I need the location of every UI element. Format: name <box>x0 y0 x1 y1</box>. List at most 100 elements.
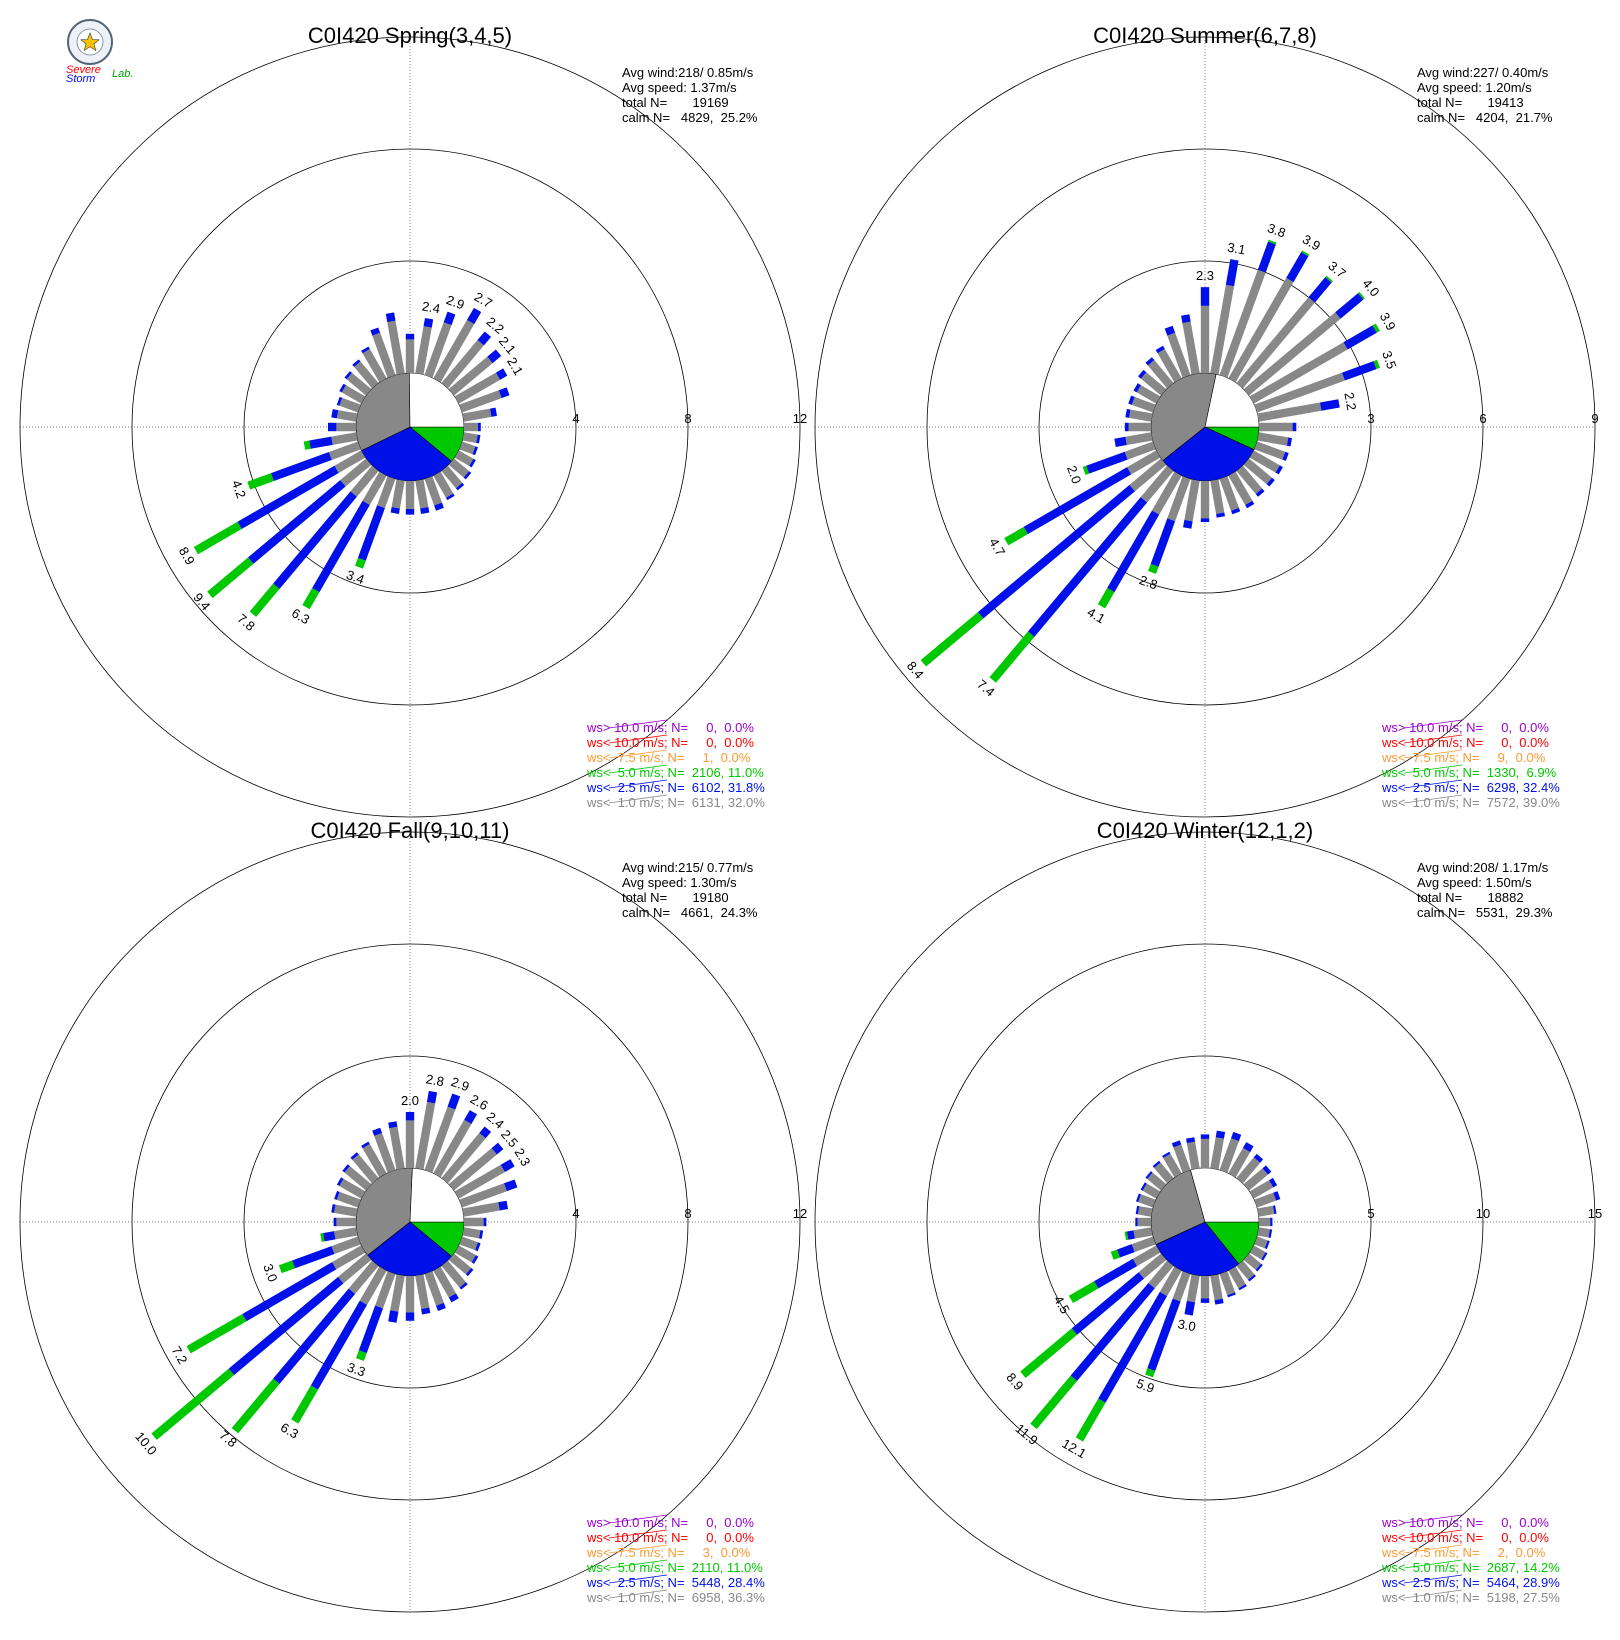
bar-green-30 <box>1301 250 1310 257</box>
bar-blue-80 <box>498 1200 509 1211</box>
bar-blue-0 <box>1200 287 1210 306</box>
bar-gray-190 <box>390 1274 405 1312</box>
bar-blue-340 <box>370 327 381 336</box>
bar-total-label: 2.8 <box>1137 572 1159 592</box>
bar-blue-350 <box>388 1121 398 1129</box>
bar-gray-340 <box>1173 1144 1191 1173</box>
legend-marker <box>608 749 668 759</box>
bar-blue-310 <box>1138 369 1147 379</box>
bar-gray-280 <box>336 410 358 422</box>
bar-green-210 <box>1075 1398 1106 1442</box>
bar-blue-190 <box>1183 519 1193 529</box>
bar-gray-30 <box>433 319 475 383</box>
bar-gray-250 <box>331 1236 361 1254</box>
bar-gray-180 <box>405 1276 415 1313</box>
bar-blue-280 <box>331 1204 336 1213</box>
bar-total-label: 2.5 <box>498 1127 521 1150</box>
bar-green-20 <box>1268 239 1277 245</box>
bar-gray-70 <box>1254 372 1345 413</box>
bar-gray-270 <box>1128 422 1151 432</box>
bar-gray-70 <box>459 1183 507 1208</box>
bar-gray-20 <box>424 322 452 378</box>
bar-blue-260 <box>1114 436 1127 447</box>
bar-gray-0 <box>405 339 415 373</box>
legend-entry: ws< 2.5 m/s; N= 6102, 31.8% <box>586 780 765 795</box>
bar-total-label: 2.9 <box>444 292 466 312</box>
bar-blue-120 <box>469 458 476 468</box>
bar-gray-350 <box>1182 321 1200 375</box>
bar-blue-210 <box>1098 1291 1168 1403</box>
bar-gray-220 <box>1148 1260 1174 1289</box>
stats-line: calm N= 4661, 24.3% <box>622 905 758 920</box>
bar-total-label: 2.1 <box>496 334 519 357</box>
ring-label: 6 <box>1479 411 1486 426</box>
bar-gray-30 <box>1228 277 1294 383</box>
legend-entry: ws< 2.5 m/s; N= 5464, 28.9% <box>1381 1575 1560 1590</box>
bar-blue-0 <box>405 1112 415 1121</box>
bar-gray-50 <box>448 356 493 396</box>
stats-line: Avg wind:227/ 0.40m/s <box>1417 65 1549 80</box>
bar-blue-200 <box>358 1305 384 1354</box>
bar-green-200 <box>355 1350 367 1362</box>
bar-green-240 <box>1068 1281 1099 1304</box>
bar-gray-140 <box>1236 1260 1255 1280</box>
bar-total-label: 2.7 <box>472 289 495 311</box>
bar-blue-40 <box>1308 277 1332 303</box>
bar-gray-120 <box>1249 1245 1266 1260</box>
bar-total-label: 3.4 <box>344 567 366 587</box>
pie-slice-blue <box>361 426 453 482</box>
bar-gray-80 <box>462 408 492 422</box>
legend-marker <box>608 779 668 789</box>
bar-blue-280 <box>331 409 339 419</box>
bar-blue-20 <box>1231 1131 1242 1142</box>
legend-marker <box>608 1589 668 1599</box>
bar-gray-110 <box>1254 441 1286 460</box>
bar-blue-120 <box>471 1255 479 1264</box>
bar-blue-300 <box>1140 1182 1147 1191</box>
bar-gray-40 <box>1236 1157 1261 1184</box>
bar-blue-20 <box>443 311 456 326</box>
ring-label: 10 <box>1476 1206 1490 1221</box>
bar-blue-300 <box>1133 383 1141 393</box>
bar-blue-40 <box>477 331 492 346</box>
bar-green-50 <box>1358 291 1365 300</box>
legend-marker <box>608 1514 668 1524</box>
bar-gray-160 <box>1219 1271 1236 1296</box>
bar-blue-140 <box>1255 488 1265 497</box>
stats-line: Avg speed: 1.50m/s <box>1417 875 1532 890</box>
bar-gray-200 <box>377 476 396 509</box>
bar-gray-80 <box>1257 1205 1275 1217</box>
bar-blue-170 <box>421 1307 431 1315</box>
bar-total-label: 3.7 <box>1325 258 1348 281</box>
bar-gray-240 <box>332 1245 366 1270</box>
legend-entry: ws< 1.0 m/s; N= 5198, 27.5% <box>1381 1590 1560 1605</box>
bar-blue-220 <box>273 1288 356 1385</box>
bar-gray-30 <box>1228 1147 1251 1178</box>
bar-gray-270 <box>1137 1217 1151 1227</box>
ring-label: 4 <box>572 411 579 426</box>
bar-blue-270 <box>1124 422 1129 432</box>
legend-entry: ws< 5.0 m/s; N= 2687, 14.2% <box>1381 1560 1560 1575</box>
bar-gray-210 <box>362 471 387 505</box>
bar-gray-150 <box>433 471 454 498</box>
bar-blue-90 <box>483 1217 487 1227</box>
bar-green-250 <box>278 1260 295 1274</box>
bar-total-label: 3.3 <box>345 1359 367 1379</box>
ring-label: 9 <box>1591 411 1598 426</box>
legend-entry: ws> 10.0 m/s; N= 0, 0.0% <box>1381 720 1549 735</box>
bar-blue-190 <box>388 1310 399 1323</box>
bar-blue-300 <box>339 383 346 393</box>
stats-line: total N= 19169 <box>622 95 729 110</box>
bar-total-label: 5.9 <box>1134 1376 1156 1396</box>
bar-gray-240 <box>334 450 366 474</box>
bar-green-240 <box>1004 526 1028 546</box>
bar-gray-270 <box>336 422 356 432</box>
bar-blue-150 <box>1245 500 1255 509</box>
bar-green-220 <box>249 583 280 617</box>
bar-gray-290 <box>1131 396 1156 413</box>
bar-blue-30 <box>1242 1142 1254 1153</box>
bar-gray-320 <box>354 361 379 389</box>
bar-gray-320 <box>1147 360 1174 389</box>
bar-blue-60 <box>495 368 508 380</box>
bar-blue-70 <box>504 1179 518 1192</box>
